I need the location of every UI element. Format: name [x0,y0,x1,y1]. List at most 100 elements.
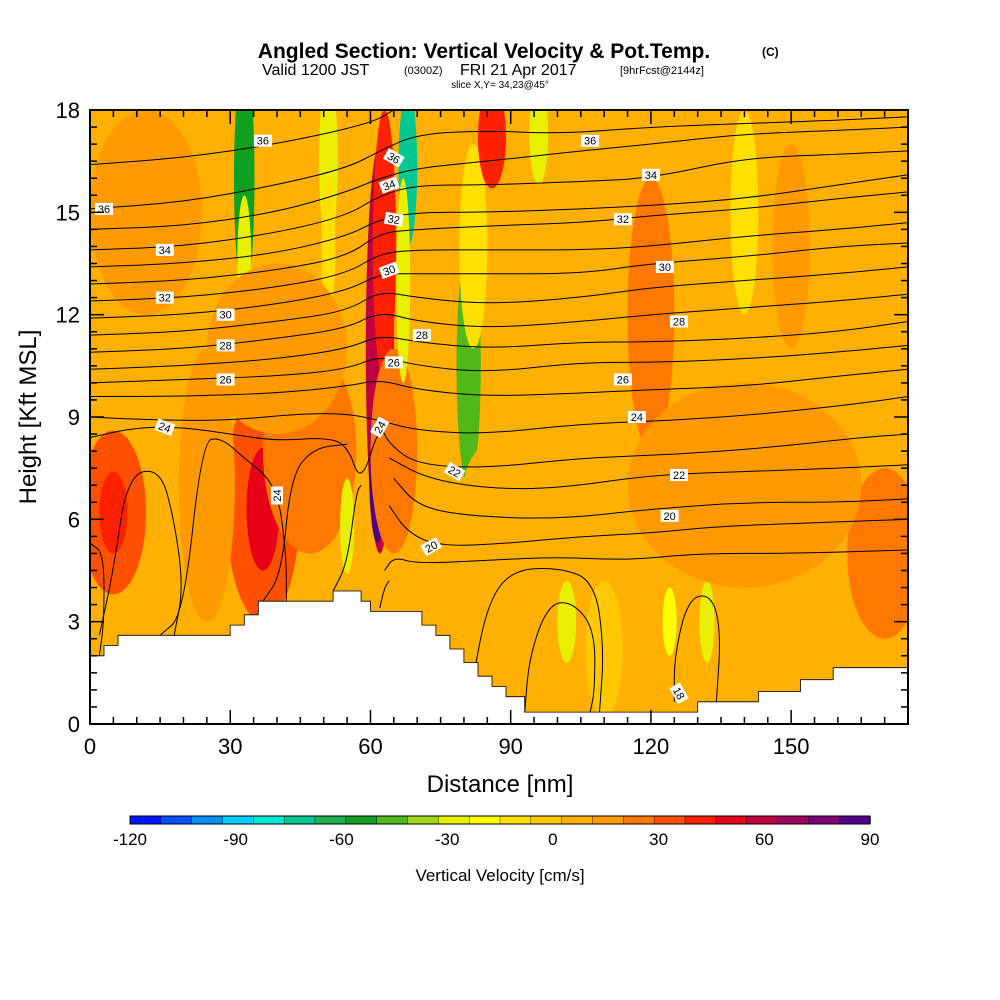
colorbar-tick-label: -120 [113,830,147,849]
isentrope-line [90,126,908,230]
contour-label-text: 34 [382,178,398,193]
isentrope-line [90,266,908,336]
velocity-cell [340,478,355,574]
isentrope-line [98,470,182,636]
x-axis-label: Distance [nm] [427,771,574,798]
isentrope-line [90,542,105,656]
colorbar-label: Vertical Velocity [cm/s] [415,866,584,885]
colorbar [129,815,871,825]
subtitle-date: FRI 21 Apr 2017 [460,62,577,79]
contour-label: 24 [271,486,284,505]
contour-label-text: 28 [416,330,428,342]
colorbar-tick-label: -90 [223,830,248,849]
y-tick-label: 18 [56,98,80,123]
contour-label: 20 [660,509,679,523]
contour-label: 34 [155,243,174,257]
isentrope-line [472,567,604,713]
contour-label: 30 [216,308,235,322]
velocity-cell [585,580,623,718]
contour-label: 26 [613,373,632,387]
contour-label: 28 [670,315,688,329]
colorbar-swatch [653,815,686,825]
contour-label: 36 [253,134,272,148]
velocity-cell [772,144,810,349]
colorbar-swatch [345,815,378,825]
x-tick-label: 90 [498,734,522,759]
colorbar-swatch [623,815,655,825]
colorbar-swatch [376,815,409,825]
colorbar-tick-label: 30 [649,830,668,849]
isentrope-line [379,580,390,609]
velocity-cell [477,110,507,189]
colorbar-tick-label: 90 [861,830,880,849]
contour-label: 32 [383,211,404,227]
x-tick-label: 0 [84,734,96,759]
terrain-mask [90,590,908,724]
contour-label: 24 [627,411,646,424]
colorbar-swatch [808,815,840,825]
contour-label: 22 [443,461,466,482]
subtitle-forecast: [9hrFcst@2144z] [620,65,704,77]
contour-label: 30 [378,261,400,280]
colorbar-swatch [715,815,748,825]
colorbar-swatch [160,815,193,825]
velocity-cell [627,382,862,588]
isentrope-line [332,484,362,592]
isentrope-line [90,396,908,434]
subtitle-valid: Valid 1200 JST [262,62,370,79]
contour-label: 24 [154,418,176,436]
contour-label: 36 [95,202,113,216]
velocity-cell [529,110,549,186]
isentrope-line [159,438,287,636]
contour-label: 32 [613,213,632,226]
velocity-cell [99,471,128,554]
velocity-cell [463,417,651,554]
contour-label: 28 [412,329,431,342]
isentrope-line [388,505,908,546]
velocity-cell [557,580,577,663]
velocity-cell [459,144,488,349]
velocity-cell [662,587,677,656]
contour-label-text: 22 [446,464,463,481]
subtitle-utc: (0300Z) [404,65,443,77]
contour-label: 28 [216,339,235,352]
contour-label: 34 [641,168,660,182]
contour-label-text: 24 [372,419,389,436]
contour-label-text: 36 [584,136,596,148]
colorbar-swatch [592,815,625,825]
colorbar-tick-label: 0 [548,830,557,849]
contour-label-text: 32 [387,213,401,227]
contour-label-text: 34 [645,170,657,182]
isentrope-line [393,478,908,519]
isentrope-line [90,191,908,285]
y-tick-label: 9 [68,405,80,430]
x-tick-label: 120 [633,734,670,759]
colorbar-swatch [777,815,810,825]
velocity-cell [396,178,411,383]
velocity-cell [206,263,348,435]
x-tick-label: 150 [773,734,810,759]
contour-label: 36 [581,134,600,148]
velocity-cell [699,580,715,663]
plot-area: 36 36 36 36 34 34 34 32 32 32 30 30 30 28 28 28 26 26 26 24… [90,110,908,724]
colorbar-swatch [314,815,347,825]
colorbar-swatch [438,815,470,825]
x-tick-label: 30 [218,734,242,759]
colorbar-swatch [530,815,563,825]
colorbar-swatch [468,815,501,825]
contour-label-text: 32 [159,293,171,305]
colorbar-tick-label: -30 [435,830,460,849]
slice-label: slice X,Y= 34,23@45° [451,80,549,91]
contour-label-text: 26 [388,357,400,369]
colorbar-swatch [283,815,316,825]
velocity-cell [321,178,336,315]
colorbar-swatch [838,815,871,825]
contour-label: 32 [155,291,174,305]
contour-label-text: 26 [219,375,231,387]
y-tick-label: 3 [68,610,80,635]
colorbar-swatch [407,815,440,825]
velocity-cell [847,468,908,639]
isentrope-line [90,321,908,370]
contour-label: 26 [384,356,403,369]
